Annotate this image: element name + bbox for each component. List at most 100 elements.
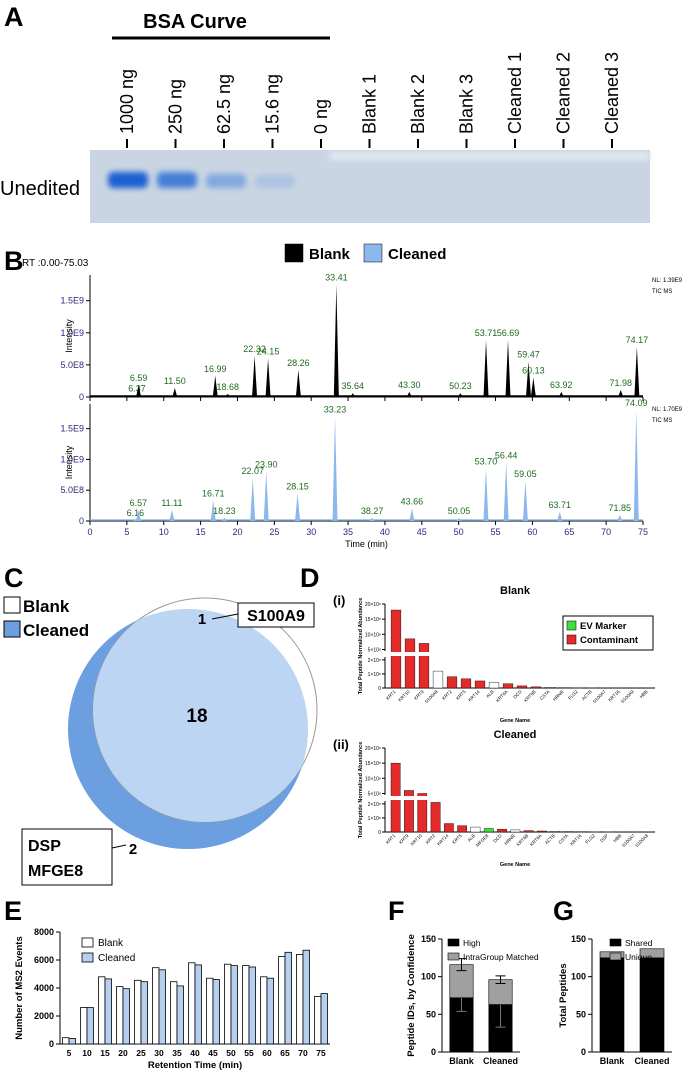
x-tick-label: KRT10 [410, 833, 424, 847]
peak [265, 358, 271, 397]
x-tick-label: KRT2 [425, 833, 437, 845]
bar [242, 965, 250, 1045]
legend-swatch [81, 952, 94, 963]
bar [502, 683, 514, 689]
bar [576, 831, 587, 833]
x-tick-label: DSP [599, 833, 609, 843]
x-tick-label: 35 [172, 1048, 182, 1058]
legend-swatch [447, 952, 460, 961]
lane-label: 62.5 ng [214, 74, 234, 134]
y-axis-label: Peptide IDs, by Confidence [406, 934, 417, 1056]
bar [603, 831, 614, 833]
x-tick-label: DCD [492, 833, 503, 844]
x-tick-label: KRT5 [451, 833, 463, 845]
bar [537, 830, 547, 833]
bar [530, 686, 542, 689]
y-tick-label: 1.5E9 [60, 296, 84, 306]
y-tick-label: 2×10⁸ [368, 802, 381, 808]
x-tick-label: 70 [298, 1048, 308, 1058]
x-tick-label: 50 [226, 1048, 236, 1058]
y-axis-label: Intensity [64, 445, 74, 479]
y-tick-label: 100 [421, 972, 436, 982]
peak-label: 6.16 [127, 508, 145, 518]
gene-label: MFGE8 [28, 863, 83, 880]
y-tick-label: 20×10⁸ [365, 602, 381, 608]
bar [443, 823, 454, 833]
rt-range: RT :0.00-75.03 [22, 258, 89, 269]
x-axis-label: Gene Name [500, 718, 530, 724]
legend-swatch [3, 596, 21, 614]
peak [221, 517, 227, 521]
peak-label: 22.07 [241, 466, 264, 476]
x-tick-label: 20 [232, 527, 242, 537]
bar [206, 977, 214, 1045]
bar [98, 976, 106, 1045]
x-tick-label: 60 [262, 1048, 272, 1058]
y-tick-label: 0 [378, 830, 381, 836]
legend-swatch [284, 243, 304, 263]
bar-segment [599, 957, 625, 1053]
peak-label: 53.71 [475, 328, 498, 338]
lane-label: 1000 ng [117, 69, 137, 134]
row-label: Unedited [0, 178, 80, 200]
peak-label: 50.05 [448, 506, 471, 516]
y-tick-label: 0 [49, 1039, 54, 1049]
lane-label: Blank 2 [408, 74, 428, 134]
x-tick-label: S100A7 [621, 833, 636, 848]
peak [172, 388, 178, 397]
gene-label: S100A9 [247, 608, 305, 625]
peak-label: 33.41 [325, 273, 348, 283]
y-tick-label: 5×10⁸ [368, 791, 381, 797]
legend-swatch [566, 634, 577, 645]
x-tick-label: DCD [512, 689, 523, 700]
peak [456, 517, 462, 521]
x-tick-label: 60 [527, 527, 537, 537]
y-tick-label: 10×10⁸ [365, 632, 381, 638]
peak-label: 43.30 [398, 380, 421, 390]
bar [563, 831, 574, 833]
peak-label: 18.23 [213, 506, 236, 516]
bar [642, 687, 654, 689]
peak-label: 71.85 [609, 503, 632, 513]
bar [628, 687, 640, 689]
x-tick-label: KRT9 [398, 833, 410, 845]
y-tick-label: 5.0E8 [60, 485, 84, 495]
band [255, 175, 295, 188]
peak [135, 509, 141, 521]
panel-label: E [4, 896, 22, 926]
y-tick-label: 0 [378, 686, 381, 692]
x-tick-label: KRT16 [569, 833, 583, 847]
peak [530, 377, 536, 397]
x-tick-label: 30 [306, 527, 316, 537]
peak-label: 38.27 [361, 506, 384, 516]
y-tick-label: 1.0E9 [60, 454, 84, 464]
y-tick-label: 2000 [34, 1011, 54, 1021]
bar [86, 1007, 94, 1045]
peak-label: 63.71 [548, 500, 571, 510]
x-tick-label: 55 [491, 527, 501, 537]
x-tick-label: Cleaned [483, 1056, 518, 1066]
peak [503, 462, 509, 521]
peak [252, 355, 258, 397]
x-tick-label: MFGE8 [475, 833, 490, 848]
x-tick-label: KRT10 [397, 689, 411, 703]
peak [332, 416, 338, 521]
lane-label: 250 ng [166, 79, 186, 134]
legend-label: Cleaned [388, 246, 446, 263]
bar [418, 643, 430, 689]
peak-label: 74.09 [625, 398, 648, 408]
x-tick-label: 30 [154, 1048, 164, 1058]
x-tick-label: ALB [485, 689, 495, 699]
x-tick-label: 35 [343, 527, 353, 537]
x-tick-label: KRT5 [455, 689, 467, 701]
bar [457, 825, 468, 833]
x-tick-label: 15 [196, 527, 206, 537]
bar [404, 638, 416, 689]
peak-label: 16.71 [202, 489, 225, 499]
bar [170, 981, 178, 1045]
peak [505, 339, 511, 397]
bar [116, 986, 124, 1045]
x-tick-label: CSTA [557, 833, 569, 845]
y-tick-label: 50 [576, 1009, 586, 1019]
bar-segment [639, 957, 665, 1053]
